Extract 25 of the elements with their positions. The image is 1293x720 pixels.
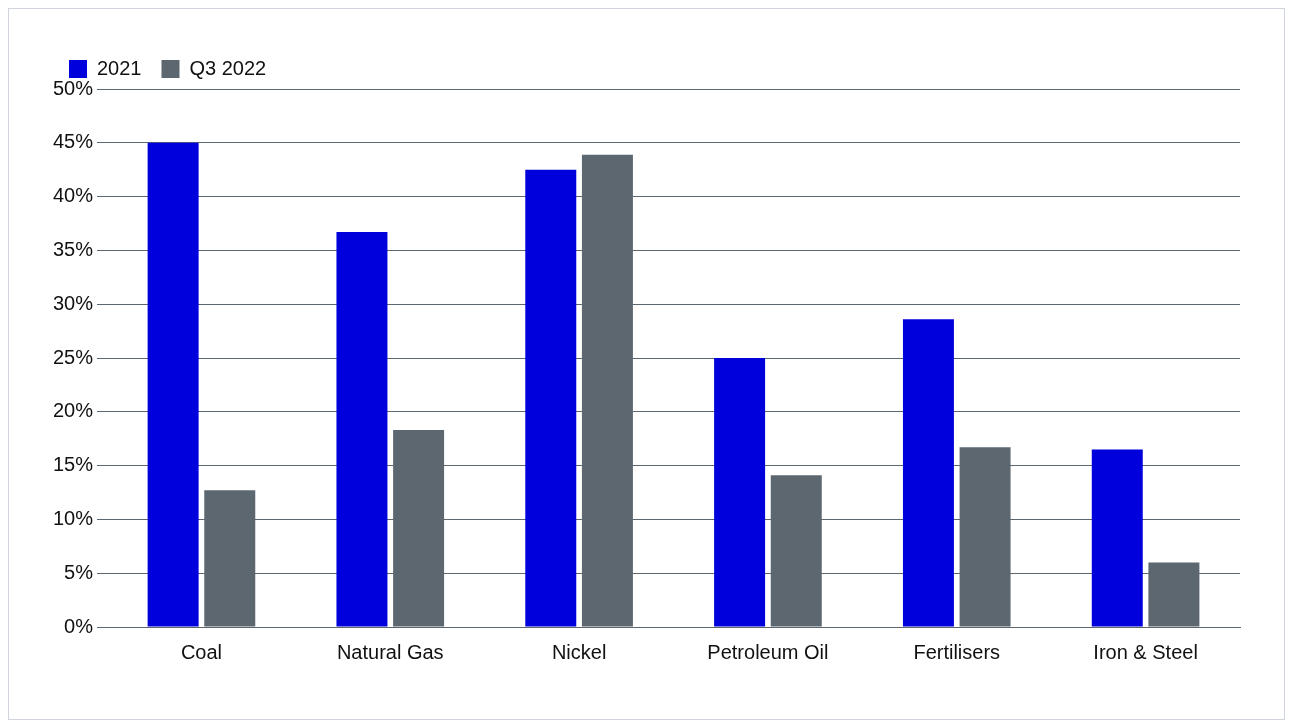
y-tick-label: 10%: [53, 506, 94, 529]
x-tick-label: Iron & Steel: [1093, 640, 1198, 663]
y-tick-label: 30%: [53, 291, 94, 314]
y-tick-label: 35%: [53, 237, 94, 260]
bar: [714, 358, 766, 627]
x-tick-label: Coal: [180, 640, 223, 663]
x-tick-label: Petroleum Oil: [707, 640, 829, 663]
legend-label: 2021: [97, 56, 142, 79]
y-tick-label: 20%: [53, 399, 94, 422]
x-tick-label: Natural Gas: [336, 640, 444, 663]
y-tick-label: 5%: [64, 560, 94, 583]
y-tick-label: 40%: [53, 184, 94, 207]
bar: [147, 142, 199, 627]
y-tick-label: 15%: [53, 453, 94, 476]
bar: [336, 232, 388, 627]
x-tick-label: Fertilisers: [913, 640, 1001, 663]
legend-label: Q3 2022: [189, 56, 267, 79]
y-tick-label: 0%: [64, 614, 94, 637]
bar: [1091, 449, 1143, 627]
y-tick-label: 25%: [53, 345, 94, 368]
x-tick-label: Nickel: [551, 640, 607, 663]
bar: [525, 169, 577, 627]
bar: [902, 319, 954, 627]
y-tick-label: 45%: [53, 130, 94, 153]
y-tick-label: 50%: [53, 76, 94, 99]
